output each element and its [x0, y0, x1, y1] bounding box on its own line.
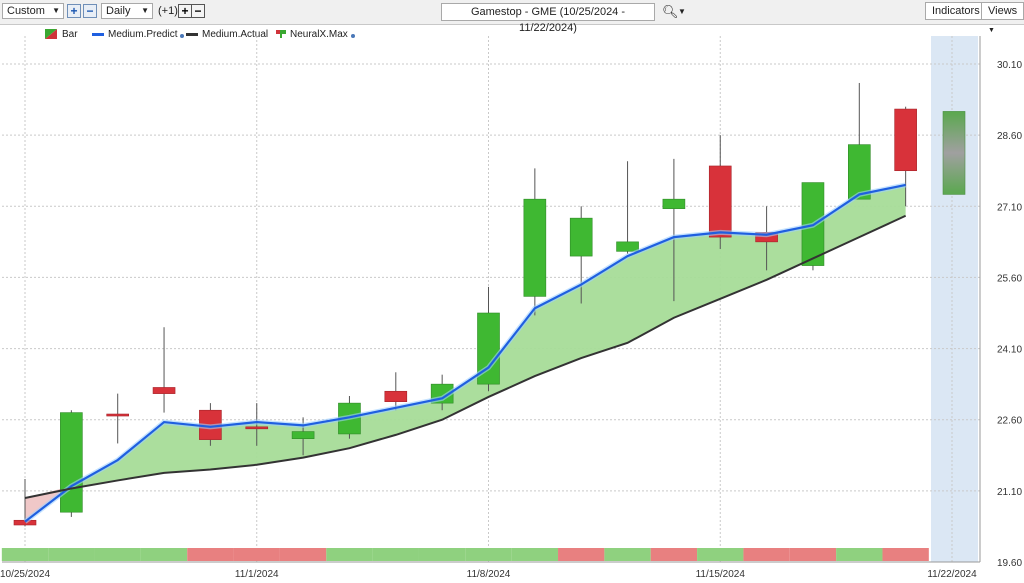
- legend-label-actual: Medium.Actual: [202, 28, 269, 40]
- forecast-bar: [942, 111, 966, 195]
- y-tick-label: 27.10: [997, 202, 1022, 213]
- legend-neuralx-max[interactable]: NeuralX.Max: [276, 27, 355, 41]
- legend-label-bar: Bar: [62, 28, 78, 40]
- signal-strip-cell: [836, 548, 883, 561]
- y-tick-label: 21.10: [997, 487, 1022, 498]
- candle-body: [338, 402, 361, 435]
- candle-body: [847, 144, 871, 200]
- candle-body: [569, 217, 593, 257]
- y-tick-label: 22.60: [997, 416, 1022, 427]
- signal-strip-cell: [326, 548, 373, 561]
- indicators-label: Indicators: [932, 5, 980, 17]
- signal-strip-cell: [511, 548, 559, 561]
- signal-strip-cell: [418, 548, 466, 561]
- candle-body: [894, 108, 917, 172]
- bar-legend-icon: [45, 29, 57, 39]
- signal-strip-cell: [94, 548, 141, 561]
- toolbar: Custom ▼ + − Daily ▼ (+1) + − Gamestop -…: [0, 0, 1024, 34]
- x-tick-label: 11/15/2024: [696, 569, 746, 580]
- candle-body: [477, 312, 500, 385]
- offset-decrease-button[interactable]: −: [191, 4, 205, 18]
- signal-strip-cell: [233, 548, 280, 561]
- signal-strip-cell: [743, 548, 790, 561]
- medium-actual-line: [24, 214, 907, 499]
- candle-body: [755, 232, 778, 243]
- y-tick-label: 19.60: [997, 558, 1022, 569]
- candle-body: [13, 519, 37, 526]
- signal-strip-cell: [650, 548, 698, 561]
- search-icon[interactable]: 🔍︎: [662, 4, 679, 19]
- period-select-value: Custom: [7, 5, 45, 17]
- band-negative-segment: [25, 486, 72, 522]
- signal-strip-cell: [279, 548, 327, 561]
- candle-body: [245, 426, 269, 430]
- candle-body: [291, 431, 315, 439]
- candle-body: [430, 383, 454, 404]
- views-button[interactable]: Views ▼: [981, 2, 1024, 34]
- chevron-down-icon: ▼: [52, 6, 60, 15]
- candle-body: [199, 409, 222, 440]
- signal-strip-cell: [604, 548, 651, 561]
- signal-strip-cell: [789, 548, 837, 561]
- candle-body: [616, 241, 639, 252]
- signal-strip-cell: [140, 548, 188, 561]
- offset-label: (+1): [158, 5, 178, 17]
- offset-increase-button[interactable]: +: [178, 4, 192, 18]
- legend-medium-actual[interactable]: Medium.Actual: [186, 27, 268, 41]
- signal-strip-cell: [558, 548, 605, 561]
- signal-strip-cell: [372, 548, 419, 561]
- candle-body: [152, 387, 176, 394]
- legend-medium-predict[interactable]: Medium.Predict: [92, 27, 185, 41]
- candle-body: [523, 198, 547, 297]
- views-label: Views: [988, 5, 1018, 17]
- candle-body: [662, 198, 686, 209]
- signal-strip-cell: [697, 548, 744, 561]
- x-tick-label: 11/1/2024: [235, 569, 279, 580]
- zoom-out-button[interactable]: −: [83, 4, 97, 18]
- x-tick-label: 11/8/2024: [467, 569, 511, 580]
- y-tick-label: 24.10: [997, 345, 1022, 356]
- x-tick-label: 10/25/2024: [0, 569, 50, 580]
- chevron-down-icon[interactable]: ▼: [678, 7, 686, 16]
- legend-label-neuralx: NeuralX.Max: [290, 28, 348, 40]
- candle-body: [60, 412, 83, 513]
- forecast-zone: [931, 36, 978, 562]
- y-tick-label: 28.60: [997, 131, 1022, 142]
- chevron-down-icon: ▼: [141, 6, 149, 15]
- predict-line-glow: [23, 182, 907, 524]
- period-select[interactable]: Custom ▼: [2, 3, 64, 19]
- candle-body: [801, 182, 825, 266]
- candle-body: [708, 165, 732, 238]
- chart-title-field[interactable]: Gamestop - GME (10/25/2024 - 11/22/2024): [441, 3, 655, 34]
- legend-label-predict: Medium.Predict: [108, 28, 178, 40]
- signal-strip-cell: [1, 548, 49, 561]
- line-swatch-icon: [186, 32, 198, 36]
- signal-strip-cell: [465, 548, 512, 561]
- interval-select-value: Daily: [106, 5, 131, 17]
- medium-predict-line: [24, 183, 906, 523]
- signal-strip-cell: [187, 548, 234, 561]
- y-tick-label: 30.10: [997, 60, 1022, 71]
- line-swatch-icon: [92, 32, 104, 36]
- zoom-in-button[interactable]: +: [67, 4, 81, 18]
- candle-body: [384, 390, 408, 402]
- settings-dot-icon[interactable]: [350, 34, 355, 38]
- signal-strip-cell: [48, 548, 95, 561]
- predict-actual-band: [25, 184, 906, 522]
- legend-bar[interactable]: Bar: [45, 27, 78, 41]
- candle-body: [106, 413, 129, 417]
- x-tick-label: 11/22/2024: [927, 569, 977, 580]
- interval-select[interactable]: Daily ▼: [101, 3, 153, 19]
- settings-dot-icon[interactable]: [180, 34, 185, 38]
- neuralx-legend-icon: [276, 30, 286, 38]
- y-tick-label: 25.60: [997, 273, 1022, 284]
- signal-strip-cell: [882, 548, 929, 561]
- indicators-button[interactable]: Indicators▼: [925, 2, 994, 20]
